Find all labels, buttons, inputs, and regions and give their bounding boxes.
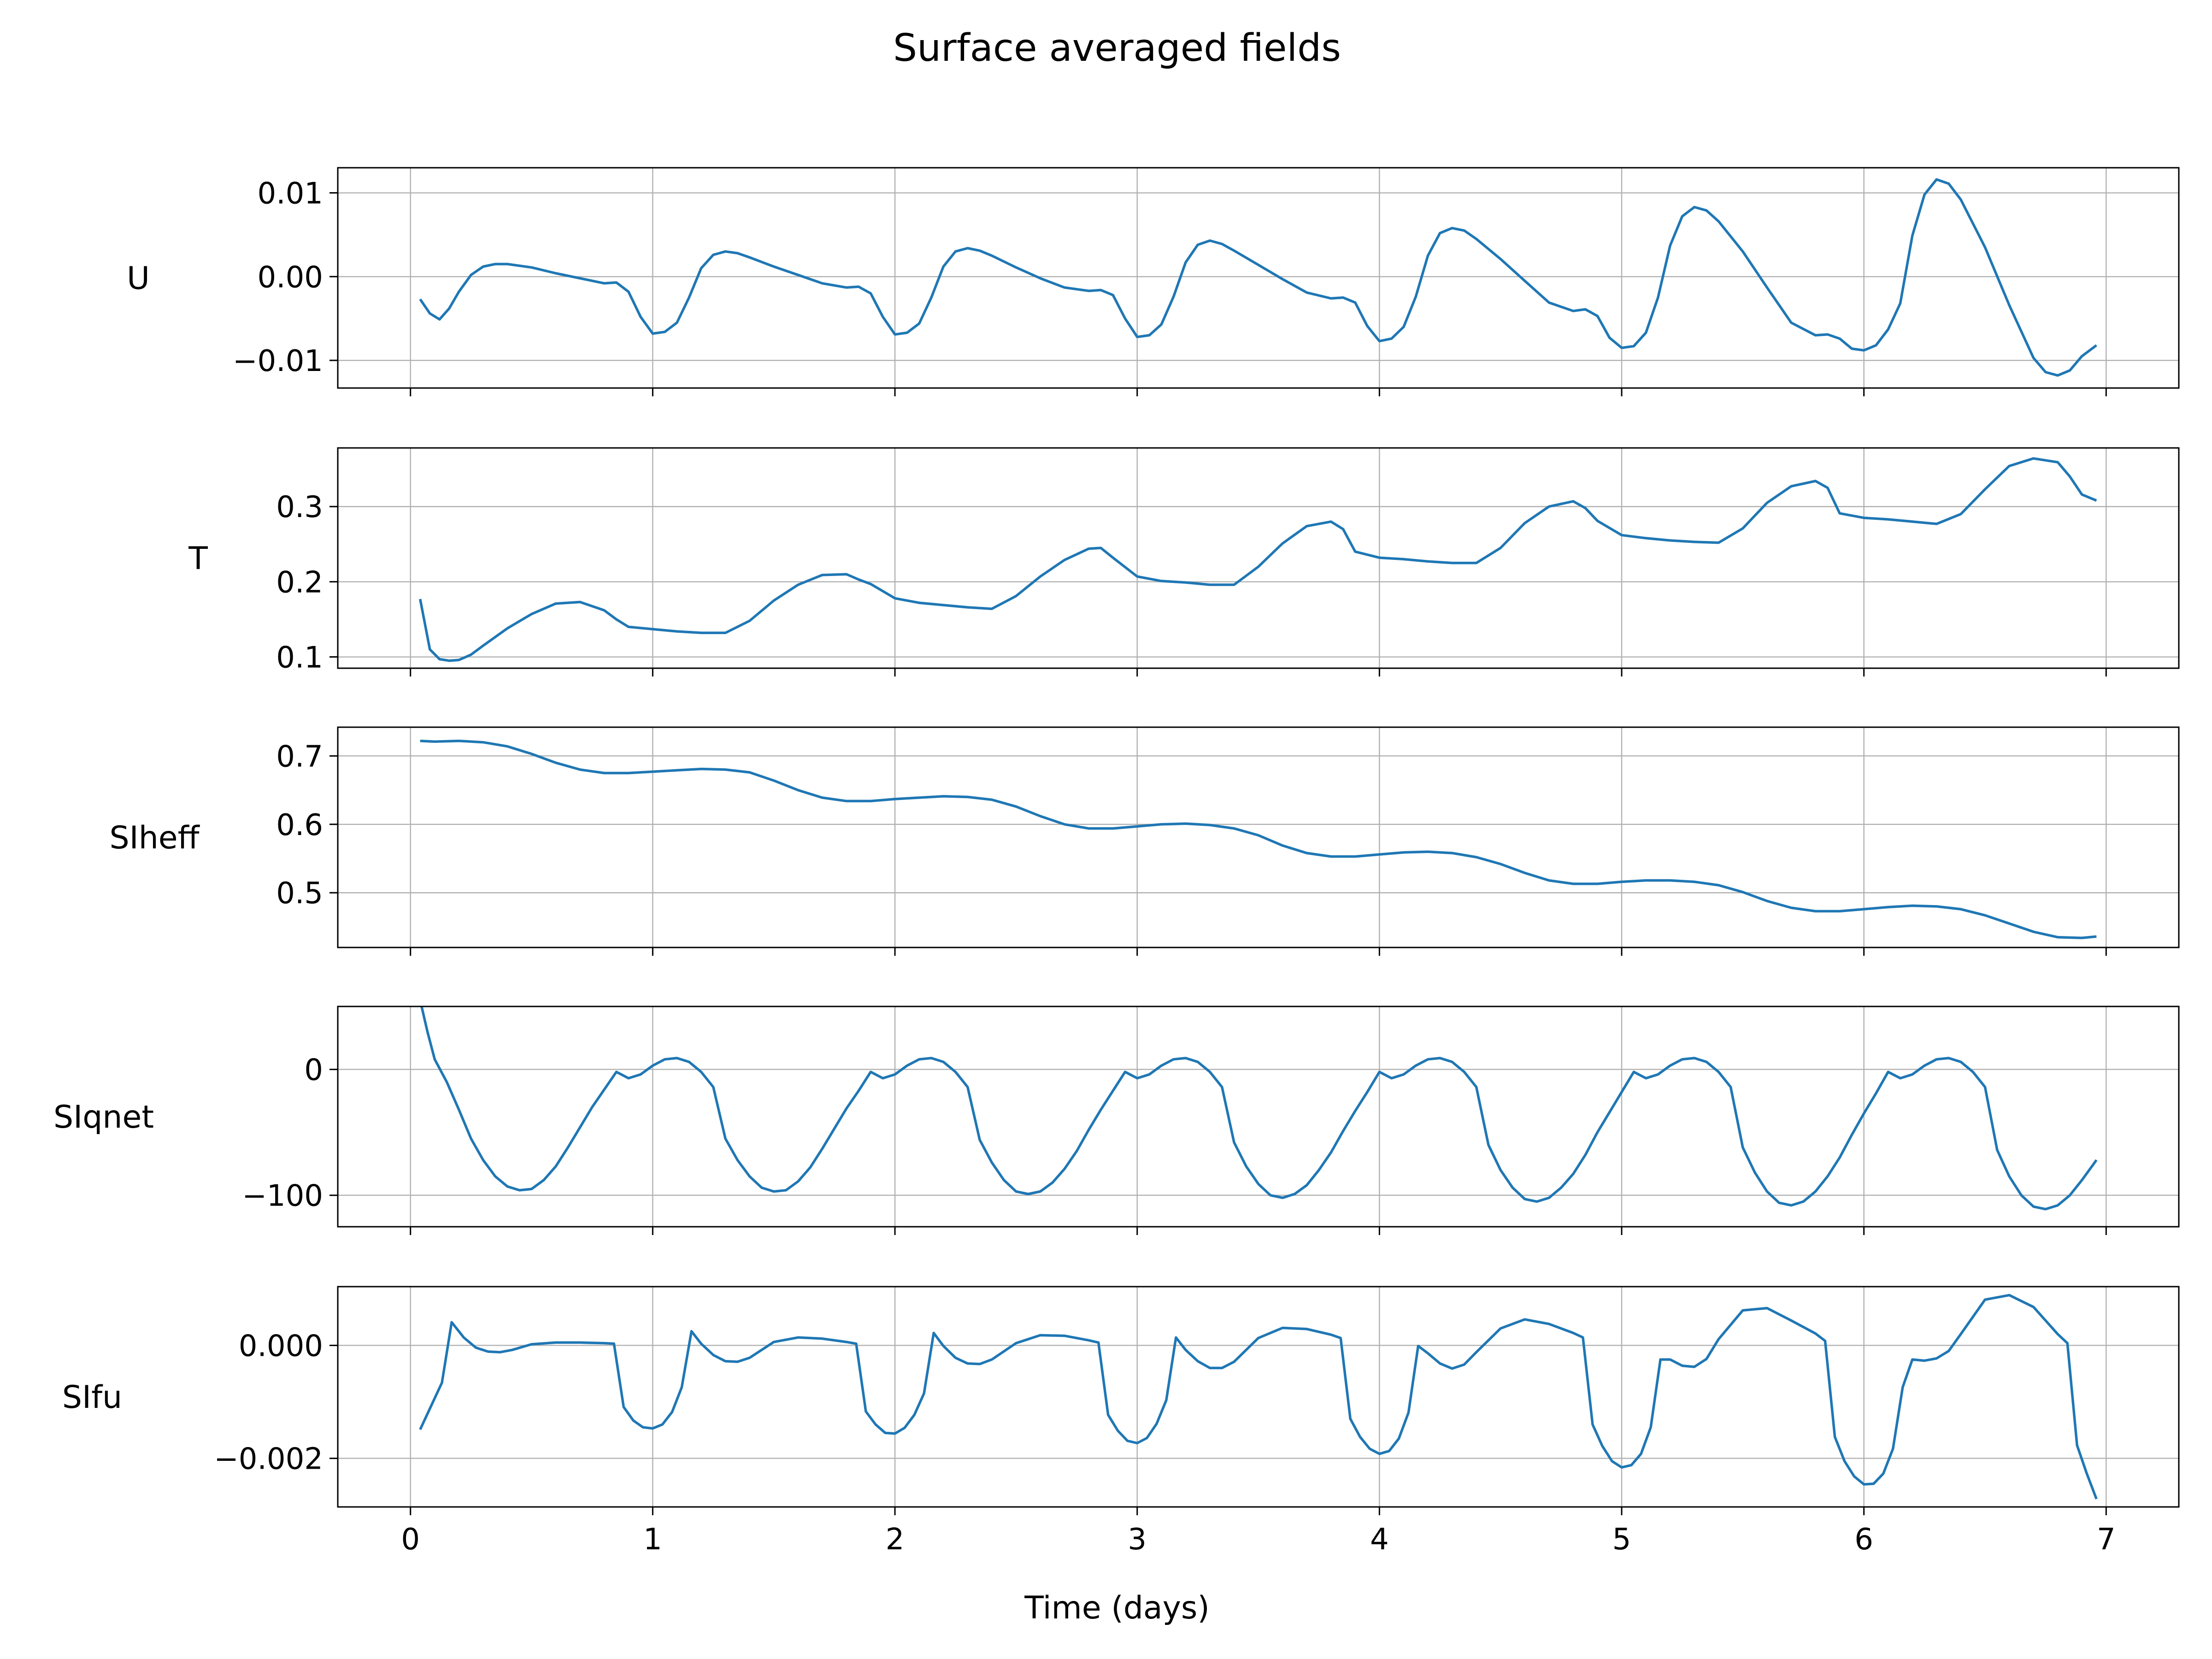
y-tick-label: 0.01 [258,177,324,211]
y-tick-label: 0.5 [276,877,323,911]
subplot-3: 0.7 0.6 0.5 SIheff [109,726,2180,956]
y-axis-label: SIheff [109,820,200,856]
x-tick-label: 4 [1370,1523,1389,1557]
axes-frame [337,726,2180,948]
y-tick-label: 0.2 [276,565,323,600]
y-tick-label: −0.01 [233,344,323,378]
y-axis-label: SIfu [62,1379,122,1416]
y-tick-label: 0.1 [276,641,323,675]
x-tick-label: 1 [643,1523,662,1557]
y-tick-label: 0.7 [276,740,323,774]
y-tick-label: −100 [242,1179,323,1213]
x-tick-label: 0 [401,1523,420,1557]
y-axis-label: U [127,260,150,297]
x-tick-label: 7 [2097,1523,2116,1557]
series-line-U [419,178,2097,377]
series-line-SIheff [420,739,2097,939]
y-tick-label: 0.00 [258,260,324,294]
axes-frame [337,447,2180,669]
y-tick-label: −0.002 [214,1442,323,1477]
y-tick-label: 0.6 [276,808,323,842]
y-tick-label: 0.3 [276,490,323,524]
y-axis-label: SIqnet [53,1099,154,1135]
axes-frame [337,1006,2180,1228]
series-line-T [418,457,2097,662]
subplot-1: 0.01 0.00 −0.01 U [127,167,2180,396]
subplot-2: 0.3 0.2 0.1 T [188,447,2180,677]
series-line-SIqnet [420,1006,2098,1211]
y-tick-label: 0 [304,1053,323,1088]
y-axis-label: T [188,541,208,577]
x-tick-label: 5 [1612,1523,1631,1557]
x-tick-label: 6 [1854,1523,1873,1557]
subplot-5: 0.000 −0.002 0 1 2 3 4 5 6 7 SIfu [62,1286,2180,1557]
y-tick-label: 0.000 [239,1329,323,1363]
series-line-SIfu [419,1294,2098,1500]
x-axis-label: Time (days) [1024,1590,1210,1626]
x-tick-label: 3 [1128,1523,1147,1557]
axes-frame [337,167,2180,389]
x-tick-label: 2 [886,1523,905,1557]
subplot-4: 0 −100 SIqnet [53,1006,2180,1235]
subplots: 0.010.00−0.01U0.30.20.1T0.70.60.5SIheff0… [53,167,2180,1557]
axes-frame [337,1286,2180,1508]
chart-title: Surface averaged fields [893,26,1341,70]
